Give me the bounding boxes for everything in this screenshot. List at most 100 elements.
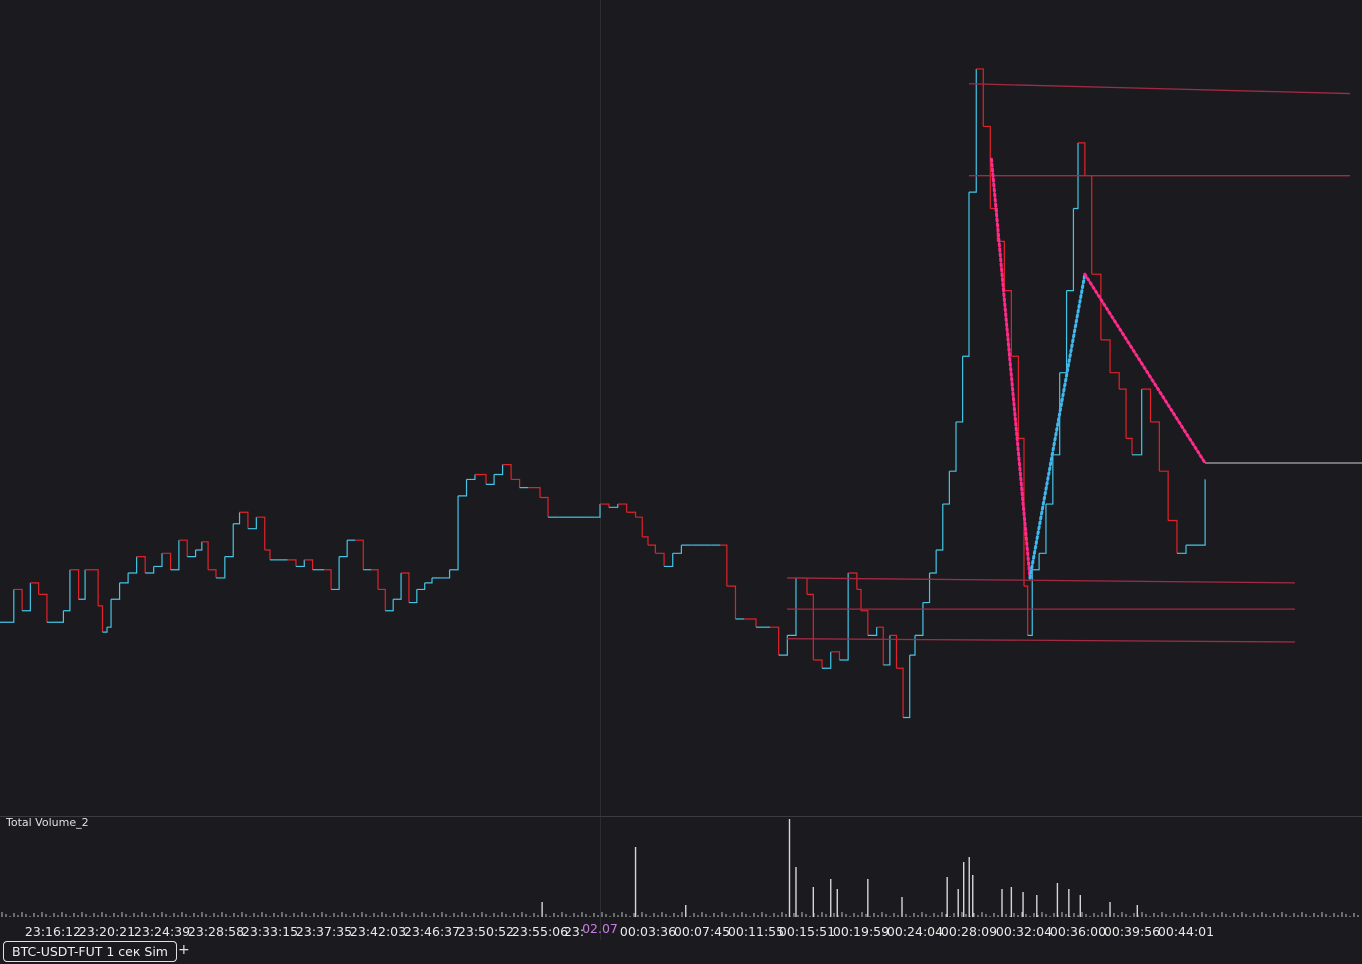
price-step-segment: [1004, 290, 1012, 357]
price-step-segment: [528, 487, 541, 498]
price-step-segment: [424, 577, 433, 584]
dotted-trendline: [1028, 272, 1087, 580]
price-step-segment: [1032, 553, 1040, 571]
volume-chart[interactable]: [0, 817, 1362, 917]
price-step-segment: [119, 573, 129, 584]
time-tick-label: 23:33:15: [241, 924, 299, 939]
price-step-segment: [876, 626, 884, 665]
price-step-segment: [726, 585, 737, 619]
price-step-segment: [1052, 372, 1061, 456]
price-step-segment: [178, 539, 188, 557]
price-step-segment: [30, 582, 40, 595]
price-step-segment: [839, 573, 849, 661]
price-step-segment: [813, 659, 823, 669]
price-step-segment: [867, 627, 878, 636]
price-step-segment: [962, 192, 970, 357]
price-step-segment: [744, 618, 757, 628]
price-step-segment: [770, 626, 780, 656]
price-step-segment: [1132, 389, 1143, 456]
price-step-segment: [78, 569, 86, 600]
price-step-segment: [102, 627, 108, 633]
price-step-segment: [608, 504, 619, 508]
time-tick-label: 00:15:51: [778, 924, 836, 939]
price-step-segment: [1168, 519, 1178, 554]
time-tick-label: 23:20:21: [78, 924, 136, 939]
price-step-segment: [1073, 142, 1079, 210]
price-step-segment: [98, 605, 104, 633]
price-step-segment: [511, 478, 521, 488]
price-step-segment: [856, 588, 862, 611]
price-step-segment: [1018, 437, 1025, 587]
price-step-segment: [949, 421, 957, 472]
time-tick-label: 00:39:56: [1103, 924, 1161, 939]
chart-tab-active[interactable]: BTC-USDT-FUT 1 сек Sim: [3, 941, 177, 962]
price-step-segment: [355, 539, 364, 570]
price-step-segment: [502, 464, 512, 480]
time-tick-label: 00:32:04: [995, 924, 1053, 939]
price-step-segment: [201, 541, 209, 570]
price-step-segment: [903, 655, 911, 719]
time-axis[interactable]: 23:16:12 23:20:21 23:24:39 23:28:58 23:33:15…: [0, 917, 1362, 945]
price-step-segment: [861, 610, 869, 636]
price-step-segment: [848, 572, 858, 590]
chart-tab-bar: BTC-USDT-FUT 1 сек Sim +: [0, 940, 1362, 964]
price-step-segment: [969, 68, 977, 193]
time-tick-label: 23:: [563, 924, 585, 939]
session-divider: [600, 0, 601, 940]
price-step-segment: [145, 566, 155, 574]
price-step-segment: [1066, 208, 1075, 292]
price-step-segment: [600, 503, 610, 508]
price-step-segment: [385, 599, 394, 612]
price-chart[interactable]: [0, 0, 1362, 816]
price-step-segment: [85, 569, 99, 606]
price-step-segment: [324, 569, 332, 590]
price-step-segment: [664, 553, 674, 568]
horizontal-ray-line: [786, 577, 1296, 584]
price-step-segment: [494, 464, 504, 476]
price-step-segment: [224, 523, 234, 558]
price-step-segment: [655, 552, 665, 567]
price-step-segment: [1039, 504, 1047, 554]
time-tick-label: 23:24:39: [133, 924, 191, 939]
time-tick-label: 00:11:55: [727, 924, 785, 939]
price-step-segment: [107, 599, 112, 628]
price-step-segment: [955, 356, 964, 423]
price-step-segment: [830, 651, 841, 661]
price-step-segment: [1176, 545, 1187, 554]
price-step-segment: [822, 651, 832, 669]
price-step-segment: [38, 593, 48, 623]
price-step-segment: [1091, 273, 1102, 340]
price-step-segment: [170, 540, 180, 571]
price-step-segment: [1110, 372, 1120, 390]
price-step-segment: [208, 569, 217, 578]
price-step-segment: [807, 593, 814, 661]
price-step-segment: [1119, 388, 1127, 439]
time-tick-label: 00:28:09: [940, 924, 998, 939]
time-tick-label: 23:50:52: [457, 924, 515, 939]
price-step-segment: [617, 503, 628, 513]
panel-divider[interactable]: [0, 816, 1362, 817]
horizontal-ray-line: [786, 638, 1296, 643]
price-step-segment: [195, 541, 203, 551]
price-step-segment: [1159, 470, 1169, 521]
price-step-segment: [486, 474, 495, 485]
price-step-segment: [247, 517, 257, 530]
add-tab-button[interactable]: +: [178, 942, 190, 958]
horizontal-ray-line: [968, 83, 1351, 95]
time-tick-label: 23:37:35: [295, 924, 353, 939]
price-step-segment: [1100, 339, 1111, 373]
price-step-segment: [936, 504, 944, 551]
time-tick-label: 00:07:45: [673, 924, 731, 939]
price-step-segment: [672, 545, 682, 554]
price-step-segment: [1150, 421, 1160, 472]
time-tick-label: 23:28:58: [187, 924, 245, 939]
price-step-segment: [449, 495, 459, 571]
price-step-segment: [408, 589, 418, 604]
time-tick-label: 00:19:59: [832, 924, 890, 939]
price-step-segment: [778, 635, 788, 656]
price-step-segment: [264, 549, 271, 560]
price-step-segment: [1059, 290, 1068, 374]
time-tick-label: 00:24:04: [886, 924, 944, 939]
price-step-segment: [929, 550, 937, 574]
price-step-segment: [111, 582, 121, 600]
